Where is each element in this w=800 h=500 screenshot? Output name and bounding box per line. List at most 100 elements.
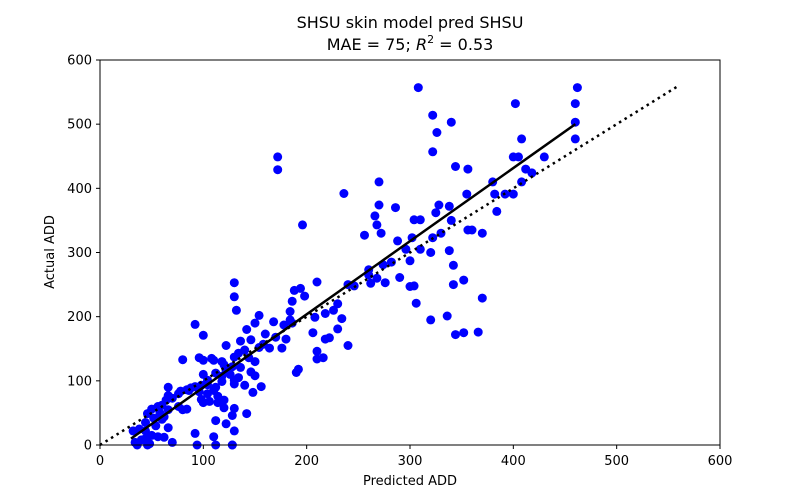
data-point (428, 110, 438, 120)
data-point (312, 354, 322, 364)
data-point (174, 389, 183, 399)
data-point (285, 307, 295, 316)
data-points (128, 83, 582, 450)
data-point (248, 387, 258, 397)
data-point (477, 228, 487, 238)
identity-line (99, 84, 680, 447)
data-point (463, 164, 473, 174)
x-tick-label: 200 (294, 454, 319, 469)
data-point (444, 201, 454, 211)
data-point (343, 341, 353, 350)
y-tick-label: 400 (67, 182, 92, 197)
data-point (229, 292, 239, 302)
data-point (209, 386, 219, 395)
subtitle-prefix: MAE = 75; (327, 35, 416, 54)
x-tick-label: 400 (501, 454, 526, 469)
x-tick-label: 600 (708, 454, 733, 469)
data-point (236, 336, 245, 346)
data-point (256, 382, 266, 392)
data-point (539, 152, 549, 162)
data-point (128, 426, 138, 436)
data-point (236, 362, 245, 372)
subtitle-r-symbol: R (416, 35, 427, 54)
data-point (570, 99, 580, 109)
data-point (411, 298, 421, 308)
data-point (333, 324, 343, 334)
data-point (324, 333, 334, 343)
data-point (163, 382, 173, 392)
y-tick-label: 300 (67, 246, 92, 261)
data-point (217, 357, 227, 367)
data-point (442, 311, 452, 321)
data-point (254, 310, 264, 320)
data-point (217, 377, 227, 386)
data-point (434, 200, 444, 210)
x-tick-label: 100 (191, 454, 216, 469)
data-point (393, 236, 403, 246)
data-point (265, 343, 274, 353)
y-tick-label: 0 (84, 439, 92, 454)
data-point (451, 330, 460, 340)
data-point (477, 293, 487, 303)
data-point (277, 343, 287, 353)
data-point (246, 335, 256, 345)
data-point (374, 177, 384, 187)
data-point (250, 357, 260, 367)
data-point (473, 327, 483, 337)
data-point (462, 189, 472, 199)
data-point (178, 355, 188, 365)
data-point (380, 278, 390, 288)
data-point (339, 189, 349, 198)
data-point (219, 403, 229, 413)
data-point (432, 128, 442, 137)
data-point (287, 296, 297, 306)
x-axis-label: Predicted ADD (363, 474, 457, 489)
y-tick-label: 600 (67, 54, 92, 69)
data-point (163, 423, 173, 433)
data-point (426, 315, 436, 325)
data-point (376, 228, 386, 238)
chart-subtitle: MAE = 75; R2 = 0.53 (327, 33, 494, 54)
reference-lines (99, 84, 680, 447)
data-point (415, 215, 425, 225)
data-point (446, 117, 456, 127)
x-tick-label: 500 (604, 454, 629, 469)
data-point (492, 206, 502, 216)
data-point (508, 189, 518, 199)
data-point (517, 134, 527, 144)
data-point (372, 273, 382, 283)
data-point (198, 355, 208, 365)
data-point (413, 83, 423, 93)
data-point (293, 364, 303, 374)
data-point (296, 283, 305, 293)
data-point (570, 134, 580, 144)
data-point (219, 395, 229, 405)
x-tick-label: 0 (96, 454, 104, 469)
data-point (231, 305, 241, 315)
data-point (198, 398, 208, 408)
data-point (312, 277, 322, 287)
data-point (360, 230, 369, 240)
data-point (405, 282, 415, 291)
x-axis: 0 100 200 300 400 500 600 (96, 445, 733, 469)
data-point (370, 211, 380, 221)
data-point (279, 320, 289, 330)
data-point (190, 428, 200, 438)
data-point (448, 260, 458, 270)
data-point (572, 83, 582, 93)
data-point (273, 152, 283, 162)
y-axis-label: Actual ADD (43, 215, 58, 289)
data-point (260, 329, 270, 339)
data-point (490, 189, 500, 199)
data-point (300, 291, 310, 301)
data-point (415, 244, 425, 254)
data-point (409, 215, 419, 225)
y-tick-label: 200 (67, 310, 92, 325)
y-tick-label: 500 (67, 118, 92, 133)
data-point (426, 248, 436, 257)
data-point (209, 355, 219, 365)
subtitle-suffix: = 0.53 (434, 35, 493, 54)
data-point (281, 334, 291, 344)
data-point (221, 419, 231, 429)
